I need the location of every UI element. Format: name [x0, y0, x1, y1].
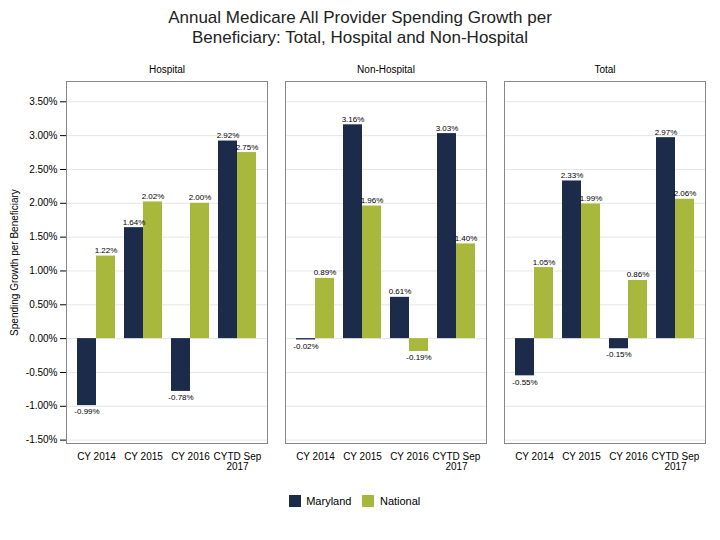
svg-text:2.50%: 2.50%	[29, 163, 57, 174]
svg-text:1.50%: 1.50%	[29, 231, 57, 242]
svg-text:Total: Total	[594, 63, 615, 74]
svg-text:-0.99%: -0.99%	[74, 407, 99, 416]
svg-text:2.00%: 2.00%	[29, 197, 57, 208]
svg-text:CY 2015: CY 2015	[562, 450, 601, 461]
svg-text:1.40%: 1.40%	[455, 234, 478, 243]
svg-text:2.33%: 2.33%	[561, 171, 584, 180]
html-text:Maryland: Maryland	[306, 495, 352, 508]
svg-text:1.99%: 1.99%	[580, 194, 603, 203]
svg-text:-0.78%: -0.78%	[168, 393, 193, 402]
html-text:National: National	[379, 495, 421, 508]
svg-text:CYTD Sep2017: CYTD Sep2017	[214, 450, 262, 471]
svg-text:0.50%: 0.50%	[29, 299, 57, 310]
svg-text:-0.50%: -0.50%	[26, 366, 58, 377]
svg-text:CY 2014: CY 2014	[515, 450, 554, 461]
svg-text:2.02%: 2.02%	[142, 192, 165, 201]
svg-text:0.00%: 0.00%	[29, 333, 57, 344]
svg-text:1.22%: 1.22%	[95, 246, 118, 255]
svg-text:2.97%: 2.97%	[655, 127, 678, 136]
svg-text:CYTD Sep2017: CYTD Sep2017	[433, 450, 481, 471]
svg-text:2.06%: 2.06%	[674, 189, 697, 198]
svg-text:1.64%: 1.64%	[123, 217, 146, 226]
svg-text:CY 2016: CY 2016	[171, 450, 210, 461]
svg-text:1.96%: 1.96%	[361, 196, 384, 205]
svg-text:3.03%: 3.03%	[436, 123, 459, 132]
svg-text:0.61%: 0.61%	[389, 287, 412, 296]
svg-text:0.86%: 0.86%	[627, 270, 650, 279]
svg-text:CY 2016: CY 2016	[390, 450, 429, 461]
svg-text:2.00%: 2.00%	[189, 193, 212, 202]
svg-text:3.16%: 3.16%	[342, 115, 365, 124]
svg-text:-1.00%: -1.00%	[26, 400, 58, 411]
svg-text:CY 2016: CY 2016	[609, 450, 648, 461]
svg-text:Spending Growth per Beneficiar: Spending Growth per Beneficiary	[9, 189, 20, 336]
svg-text:1.00%: 1.00%	[29, 265, 57, 276]
svg-text:-0.55%: -0.55%	[512, 377, 537, 386]
svg-text:CYTD Sep2017: CYTD Sep2017	[652, 450, 700, 471]
svg-text:-0.19%: -0.19%	[406, 353, 431, 362]
svg-text:1.05%: 1.05%	[533, 257, 556, 266]
svg-text:CY 2015: CY 2015	[343, 450, 382, 461]
svg-text:Hospital: Hospital	[149, 63, 185, 74]
svg-text:0.89%: 0.89%	[314, 268, 337, 277]
svg-text:3.00%: 3.00%	[29, 130, 57, 141]
html-text:Annual Medicare All Provider S: Annual Medicare All Provider Spending Gr…	[168, 8, 552, 48]
svg-text:-0.15%: -0.15%	[606, 350, 631, 359]
svg-text:CY 2014: CY 2014	[77, 450, 116, 461]
svg-text:3.50%: 3.50%	[29, 96, 57, 107]
svg-text:2.75%: 2.75%	[236, 142, 259, 151]
svg-text:-1.50%: -1.50%	[26, 434, 58, 445]
svg-text:CY 2014: CY 2014	[296, 450, 335, 461]
svg-text:CY 2015: CY 2015	[124, 450, 163, 461]
svg-text:-0.02%: -0.02%	[293, 341, 318, 350]
svg-text:2.92%: 2.92%	[217, 131, 240, 140]
svg-text:Non-Hospital: Non-Hospital	[357, 63, 415, 74]
